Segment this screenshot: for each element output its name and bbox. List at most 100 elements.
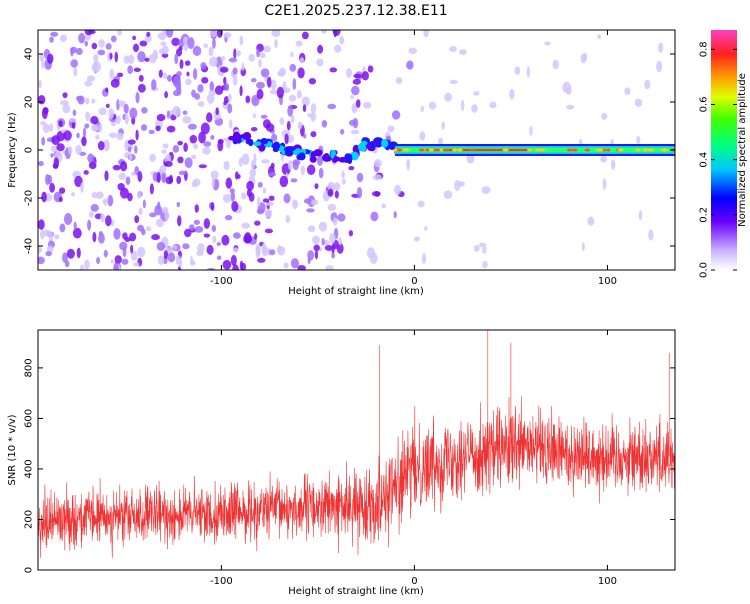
spectrogram-speckle: [151, 79, 157, 91]
spectrogram-speckle: [208, 46, 214, 57]
spectrogram-speckle: [54, 234, 60, 240]
spectrogram-speckle: [307, 113, 314, 118]
spectrogram-speckle: [38, 245, 43, 254]
spectrogram-speckle: [49, 36, 54, 43]
spectrogram-speckle: [460, 99, 465, 112]
spectrogram-speckle: [185, 78, 192, 86]
spectrogram-speckle: [514, 66, 521, 75]
band-hotspot: [444, 148, 450, 152]
spectrogram-speckle: [138, 207, 143, 216]
trace-blob: [253, 141, 262, 147]
spectrogram-speckle: [59, 223, 66, 233]
band-hotspot: [642, 148, 649, 152]
spectrogram-speckle: [56, 143, 65, 152]
spectrogram-speckle: [602, 178, 607, 190]
spectrogram-speckle: [369, 252, 378, 265]
spectrogram-speckle: [352, 78, 361, 85]
spectrogram-speckle: [192, 68, 198, 80]
spectrogram-speckle: [417, 200, 425, 208]
y-tick-label: 200: [24, 510, 35, 529]
spectrogram-speckle: [489, 101, 497, 109]
spectrogram-speckle: [43, 229, 51, 237]
spectrogram-speckle: [108, 108, 114, 120]
spectrogram-speckle: [296, 90, 302, 99]
spectrogram-speckle: [78, 33, 86, 44]
spectrogram-speckle: [161, 53, 169, 59]
spectrogram-speckle: [241, 153, 250, 166]
spectrogram-speckle: [566, 104, 575, 110]
spectrogram-speckle: [127, 146, 132, 153]
spectrogram-speckle: [269, 89, 278, 95]
spectrogram-speckle: [59, 34, 67, 43]
x-tick-label: 100: [598, 576, 617, 587]
band-core: [424, 148, 531, 152]
spectrogram-speckle: [297, 264, 306, 270]
spectrogram-speckle: [370, 211, 379, 222]
spectrogram-speckle: [656, 60, 663, 73]
spectrogram-speckle: [220, 56, 226, 61]
spectrogram-speckle: [164, 161, 173, 167]
spectrogram-speckle: [327, 188, 334, 197]
spectrogram-speckle: [186, 71, 190, 77]
spectrogram-speckle: [317, 44, 324, 54]
spectrogram-speckle: [222, 259, 232, 270]
spectrogram-speckle: [130, 171, 136, 176]
spectrogram-speckle: [277, 246, 286, 256]
spectrogram-speckle: [230, 191, 236, 202]
spectrogram-speckle: [424, 226, 428, 231]
spectrogram-speckle: [154, 205, 163, 216]
spectrogram-speckle: [351, 85, 360, 96]
spectrogram-speckle: [47, 53, 54, 64]
band-hotspot: [502, 148, 509, 152]
spectrogram-speckle: [192, 143, 199, 150]
spectrogram-speckle: [482, 260, 488, 269]
spectrogram-speckle: [182, 110, 188, 115]
spectrogram-speckle: [137, 190, 142, 199]
spectrogram-speckle: [321, 30, 327, 34]
spectrogram-speckle: [93, 125, 98, 130]
spectrogram-speckle: [217, 140, 224, 152]
spectrogram-speckle: [105, 215, 112, 227]
y-tick-label: 600: [24, 409, 35, 428]
colorbar-gradient: [711, 30, 737, 270]
spectrogram-speckle: [459, 49, 467, 56]
band-hotspot: [456, 148, 464, 152]
spectrogram-speckle: [648, 229, 654, 241]
y-tick-label: -20: [24, 190, 35, 206]
spectrogram-speckle: [178, 46, 183, 51]
spectrogram-speckle: [241, 192, 247, 200]
spectrogram-speckle: [92, 61, 102, 73]
spectrogram-speckle: [428, 101, 437, 110]
spectrogram-speckle: [290, 178, 298, 183]
spectrogram-speckle: [321, 119, 328, 128]
spectrogram-speckle: [137, 246, 146, 258]
spectrogram-speckle: [197, 101, 205, 107]
spectrogram-speckle: [279, 175, 289, 188]
spectrogram-speckle: [356, 186, 363, 199]
spectrogram-speckle: [192, 45, 202, 57]
spectrogram-speckle: [122, 246, 127, 258]
spectrogram-speckle: [209, 56, 218, 67]
spectrogram-speckle: [260, 68, 270, 78]
spectrogram-speckle: [84, 80, 93, 87]
spectrogram-speckle: [290, 51, 294, 58]
spectrogram-speckle: [276, 86, 284, 99]
spectrogram-speckle: [72, 227, 82, 239]
spectrogram-speckle: [597, 34, 601, 40]
spectrogram-speckle: [421, 253, 427, 265]
spectrogram-speckle: [419, 131, 426, 141]
spectrogram-speckle: [327, 103, 337, 110]
spectrogram-speckle: [48, 123, 54, 133]
trace-blob: [381, 139, 389, 148]
x-tick-label: 0: [411, 276, 417, 287]
spectrogram-speckle: [135, 129, 139, 141]
band-inner: [395, 147, 675, 153]
spectrogram-speckle: [177, 215, 182, 227]
spectrogram-speckle: [271, 30, 281, 38]
spectrogram-speckle: [151, 234, 160, 241]
trace-blob: [313, 149, 323, 157]
spectrogram-speckle: [341, 178, 346, 185]
spectrogram-speckle: [223, 96, 230, 104]
spectrogram-speckle: [310, 103, 317, 114]
spectrogram-speckle: [600, 155, 608, 163]
